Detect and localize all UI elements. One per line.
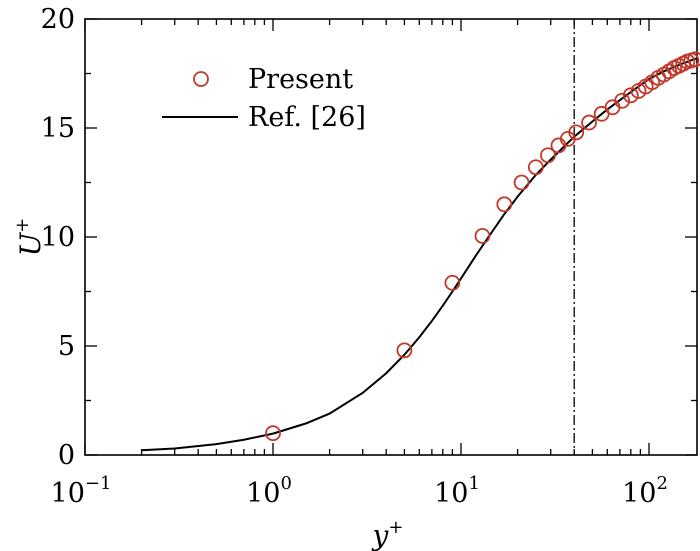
data-point-present	[396, 342, 413, 359]
data-point-present	[265, 425, 281, 442]
data-point-present	[527, 159, 544, 176]
data-point-present	[540, 147, 556, 164]
data-point-present	[496, 196, 513, 213]
data-point-present	[550, 137, 567, 154]
x-tick-label: 101	[434, 473, 480, 509]
plot-frame	[84, 18, 698, 456]
legend-label-ref: Ref. [26]	[248, 102, 366, 133]
y-tick-label: 20	[41, 4, 75, 35]
y-tick-label: 15	[41, 113, 75, 144]
x-tick-label: 102	[622, 473, 668, 509]
y-tick-label: 0	[58, 440, 75, 471]
y-tick-label: 10	[41, 222, 75, 253]
x-tick-label: 10−1	[51, 473, 112, 509]
data-point-present	[568, 124, 585, 141]
data-point-present	[604, 99, 621, 116]
x-tick-label: 100	[246, 473, 292, 509]
y-tick-label: 5	[58, 331, 75, 362]
data-point-present	[622, 87, 639, 104]
data-point-present	[474, 228, 491, 244]
ticks	[84, 18, 697, 456]
axes	[84, 18, 698, 456]
plot-area	[141, 19, 700, 455]
legend-marker-present	[193, 71, 209, 87]
data-point-present	[444, 274, 461, 291]
x-axis-label: y+	[371, 517, 404, 551]
legend-label-present: Present	[248, 64, 353, 95]
tick-labels: 10−1 100 101 102 0 5 10 15 20	[41, 4, 668, 509]
legend: Present Ref. [26]	[162, 64, 366, 133]
data-point-present	[581, 114, 597, 131]
y-axis-label: U+	[12, 218, 47, 257]
data-point-present	[513, 174, 530, 191]
data-point-present	[614, 92, 631, 109]
data-point-present	[687, 51, 700, 68]
